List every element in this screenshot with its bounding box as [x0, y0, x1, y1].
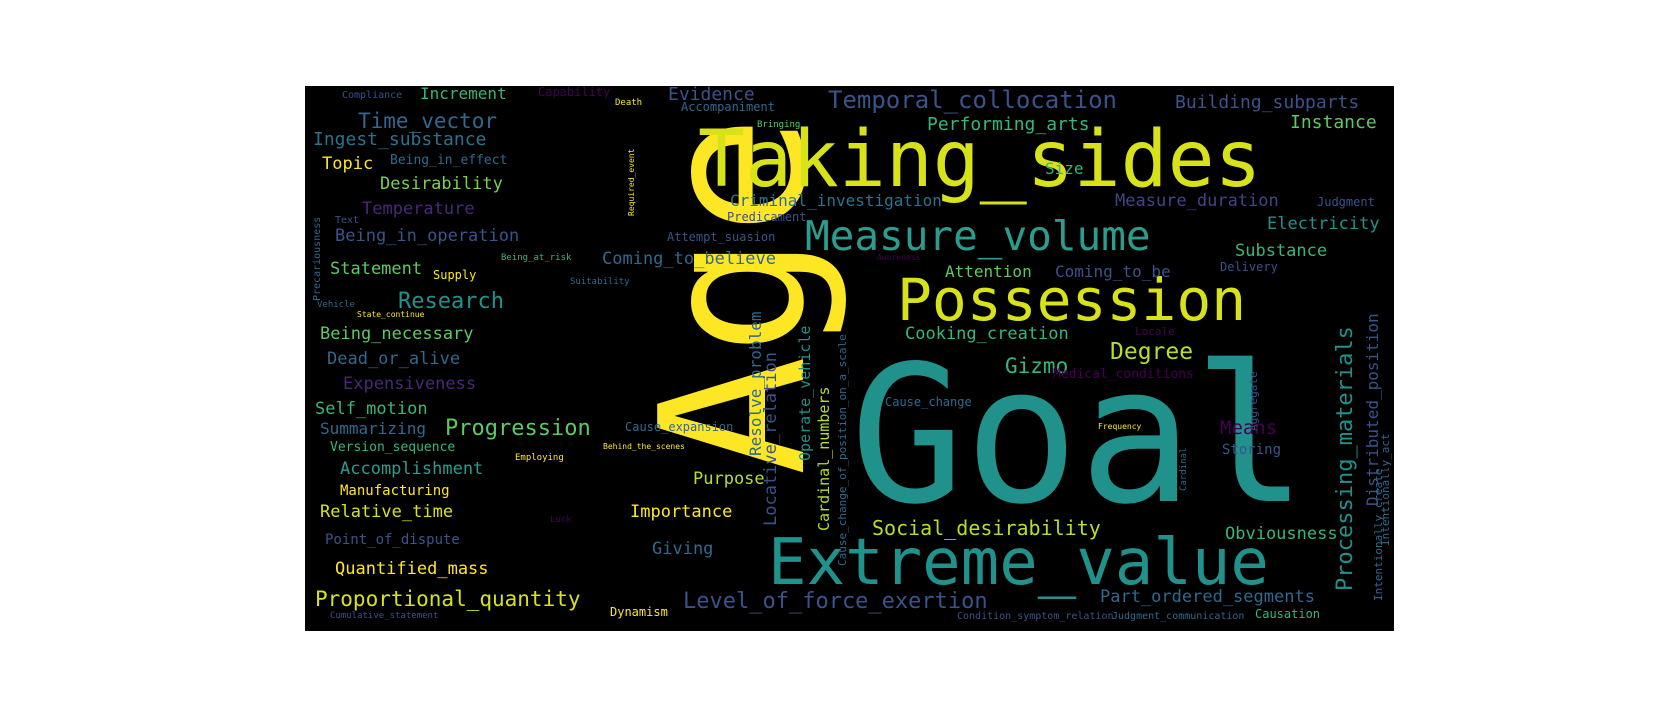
cloud-word: Version_sequence [330, 440, 456, 455]
cloud-word: Causation [1255, 607, 1321, 621]
cloud-word: Summarizing [320, 419, 426, 438]
cloud-word: Obviousness [1225, 524, 1338, 544]
cloud-word: Supply [433, 268, 477, 282]
cloud-word: Increment [420, 86, 507, 103]
cloud-word: Size [1045, 159, 1084, 178]
cloud-word: Vehicle [317, 300, 355, 310]
cloud-word: Storing [1222, 442, 1282, 458]
cloud-word: Coming_to_be [1055, 262, 1171, 281]
cloud-word: Goal [850, 325, 1308, 546]
cloud-word: Cardinal [1179, 447, 1189, 491]
cloud-word: Evidence [668, 86, 755, 105]
cloud-word: Accomplishment [340, 459, 484, 479]
cloud-word: Possession [897, 266, 1247, 334]
cloud-word: Social_desirability [872, 516, 1101, 540]
cloud-word: Point_of_dispute [325, 532, 460, 548]
cloud-word: Text [335, 215, 360, 226]
cloud-word: Level_of_force_exertion [683, 589, 988, 614]
cloud-word: Measure_volume [805, 212, 1151, 260]
cloud-word: Being_at_risk [501, 253, 572, 263]
cloud-word: Criminal_investigation [730, 191, 942, 210]
cloud-word: Behind_the_scenes [603, 442, 685, 451]
cloud-word: Cardinal_numbers [815, 386, 833, 532]
cloud-word: Performing_arts [927, 114, 1090, 135]
cloud-word: Electricity [1267, 214, 1380, 234]
cloud-word: Delivery [1220, 260, 1278, 274]
cloud-word: Processing_materials [1333, 326, 1358, 591]
cloud-word: Intentionally_create [1372, 468, 1385, 601]
cloud-word: Relative_time [320, 502, 454, 522]
cloud-word: Cumulative_statement [330, 611, 439, 621]
cloud-word: Accompaniment [681, 100, 775, 114]
cloud-word: Cooking_creation [905, 324, 1069, 344]
cloud-word: Ingest_substance [313, 129, 487, 150]
cloud-word: Self_motion [315, 399, 428, 419]
cloud-word: Aggregate [1247, 371, 1260, 431]
cloud-word: Luck [550, 515, 572, 525]
cloud-word: Locale [1135, 325, 1175, 338]
cloud-word: Gizmo [1005, 354, 1069, 378]
cloud-word: Attempt_suasion [667, 230, 776, 244]
cloud-word: Giving [652, 539, 714, 559]
cloud-word: Operate_vehicle [796, 325, 814, 461]
cloud-word: Frequency [1098, 422, 1142, 431]
cloud-word: Compliance [342, 90, 403, 101]
cloud-word: Bringing [757, 120, 801, 130]
cloud-word: Dead_or_alive [327, 349, 461, 369]
cloud-word: Extreme_value [768, 526, 1269, 600]
cloud-word: Suitability [570, 277, 630, 287]
cloud-word: Coming_to_believe [602, 249, 776, 269]
cloud-word: State_continue [357, 310, 425, 319]
cloud-word: Research [398, 289, 504, 314]
cloud-word: Means [1220, 417, 1278, 439]
cloud-word: Manufacturing [340, 483, 450, 499]
cloud-word: Taking_sides [698, 115, 1262, 205]
cloud-word: Employing [515, 453, 564, 463]
cloud-word: Progression [445, 416, 591, 441]
word-cloud: Age Goal Taking_sides Extreme_value Possessi… [305, 86, 1394, 631]
cloud-word: Being_in_effect [390, 153, 508, 168]
cloud-word: Purpose [693, 469, 765, 489]
cloud-word: Judgment_communication [1112, 611, 1245, 622]
cloud-word: Being_necessary [320, 324, 474, 344]
cloud-word: Death [615, 98, 643, 108]
cloud-word: Medical_conditions [1053, 367, 1194, 382]
cloud-word: Topic [322, 154, 374, 174]
cloud-word: Required_event [627, 148, 636, 216]
cloud-word: Temporal_collocation [828, 86, 1117, 114]
cloud-word: Part_ordered_segments [1100, 587, 1315, 607]
cloud-word: Measure_duration [1115, 191, 1279, 211]
cloud-word: Quantified_mass [335, 559, 489, 579]
cloud-word: Being_in_operation [335, 226, 520, 246]
cloud-word: Precariousness [312, 216, 323, 301]
cloud-word: Predicament [727, 210, 807, 224]
cloud-word: Condition_symptom_relation [957, 611, 1114, 622]
cloud-word: Proportional_quantity [315, 587, 581, 611]
cloud-word: Cause_expansion [625, 420, 734, 434]
cloud-word: Instance [1290, 112, 1377, 133]
cloud-word: Statement [330, 259, 423, 279]
cloud-word: Locative_relation [761, 352, 781, 526]
cloud-word: Dynamism [610, 605, 668, 619]
cloud-word: Desirability [380, 174, 503, 194]
cloud-word: Judgment [1317, 195, 1375, 209]
cloud-word: Awareness [877, 253, 921, 262]
cloud-word: Cause_change_of_position_on_a_scale [836, 334, 849, 566]
cloud-word: Time_vector [358, 109, 498, 133]
cloud-word: Capability [538, 86, 611, 99]
cloud-word: Importance [630, 502, 733, 522]
cloud-word: Building_subparts [1175, 92, 1360, 113]
cloud-word: Degree [1110, 339, 1194, 365]
cloud-word: Substance [1235, 241, 1328, 261]
cloud-word: Expensiveness [343, 374, 477, 394]
cloud-word: Cause_change [885, 395, 972, 409]
cloud-word: Temperature [362, 199, 475, 219]
cloud-word: Attention [945, 262, 1032, 281]
